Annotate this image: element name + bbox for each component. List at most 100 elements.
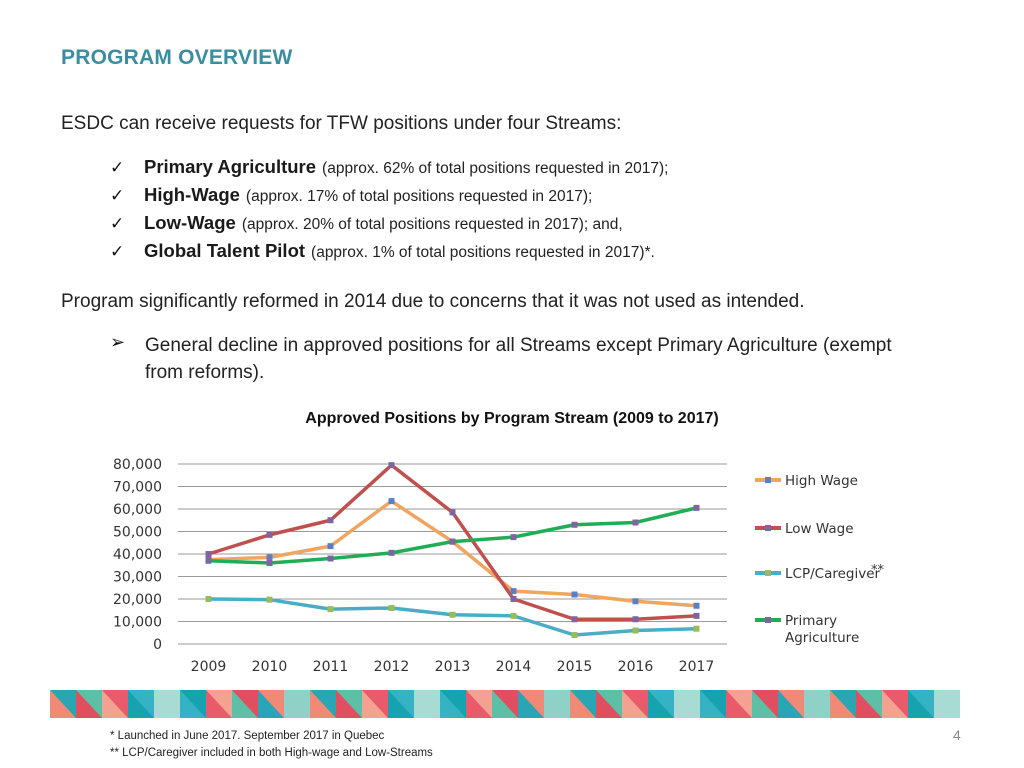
checkmark-icon: ✓ bbox=[110, 186, 125, 205]
stream-checklist: ✓ Primary Agriculture (approx. 62% of to… bbox=[110, 156, 668, 268]
checkmark-icon: ✓ bbox=[110, 158, 125, 177]
checklist-item: ✓ Global Talent Pilot (approx. 1% of tot… bbox=[110, 240, 668, 268]
banner-triangle bbox=[726, 690, 752, 718]
data-point bbox=[388, 549, 395, 556]
banner-triangle bbox=[154, 690, 180, 718]
banner-triangle bbox=[414, 690, 440, 718]
legend-marker bbox=[765, 570, 771, 576]
legend-marker bbox=[765, 525, 771, 531]
arrow-bullet-icon: ➢ bbox=[110, 332, 126, 352]
stream-name: High-Wage bbox=[144, 184, 240, 205]
legend-marker bbox=[765, 617, 771, 623]
checklist-item: ✓ Primary Agriculture (approx. 62% of to… bbox=[110, 156, 668, 184]
stream-name: Low-Wage bbox=[144, 212, 236, 233]
legend-label: Primary bbox=[785, 613, 837, 629]
banner-triangle bbox=[596, 690, 622, 718]
data-point bbox=[266, 596, 273, 603]
banner-triangle bbox=[440, 690, 466, 718]
banner-triangle bbox=[362, 690, 388, 718]
slide-title: PROGRAM OVERVIEW bbox=[61, 46, 293, 69]
x-tick-label: 2014 bbox=[496, 659, 532, 675]
banner-triangle bbox=[76, 690, 102, 718]
banner-triangle bbox=[310, 690, 336, 718]
data-point bbox=[266, 554, 273, 561]
footnote-1: * Launched in June 2017. September 2017 … bbox=[110, 730, 385, 742]
data-point bbox=[571, 591, 578, 598]
stream-note: (approx. 62% of total positions requeste… bbox=[322, 160, 669, 177]
data-point bbox=[632, 519, 639, 526]
banner-triangle bbox=[232, 690, 258, 718]
data-point bbox=[388, 498, 395, 505]
legend-label: Low Wage bbox=[785, 521, 854, 537]
data-point bbox=[510, 534, 517, 541]
banner-triangle bbox=[934, 690, 960, 718]
data-point bbox=[693, 625, 700, 632]
data-point bbox=[632, 627, 639, 634]
data-point bbox=[510, 588, 517, 595]
banner-triangle bbox=[648, 690, 674, 718]
data-point bbox=[266, 531, 273, 538]
data-point bbox=[693, 504, 700, 511]
x-tick-label: 2015 bbox=[557, 659, 593, 675]
y-tick-label: 20,000 bbox=[113, 592, 162, 608]
stream-note: (approx. 20% of total positions requeste… bbox=[241, 216, 623, 233]
banner-triangle bbox=[830, 690, 856, 718]
legend-marker bbox=[765, 477, 771, 483]
data-point bbox=[388, 605, 395, 611]
data-point bbox=[571, 632, 578, 638]
x-tick-label: 2016 bbox=[618, 659, 654, 675]
banner-triangle bbox=[622, 690, 648, 718]
banner-triangle bbox=[258, 690, 284, 718]
stream-name: Global Talent Pilot bbox=[144, 240, 306, 261]
data-point bbox=[510, 612, 517, 619]
stream-note: (approx. 17% of total positions requeste… bbox=[245, 188, 593, 205]
banner-triangle bbox=[388, 690, 414, 718]
banner-triangle bbox=[102, 690, 128, 718]
data-point bbox=[327, 555, 334, 562]
line-chart: 0 10,000 20,000 30,000 40,000 50,000 60,000 70,… bbox=[113, 457, 885, 675]
y-tick-label: 50,000 bbox=[113, 525, 162, 541]
data-point bbox=[693, 612, 700, 619]
data-point bbox=[205, 557, 212, 564]
y-tick-label: 10,000 bbox=[113, 615, 162, 631]
data-point bbox=[693, 602, 700, 609]
banner-triangle bbox=[700, 690, 726, 718]
data-point bbox=[266, 560, 273, 566]
banner-triangle bbox=[778, 690, 804, 718]
checklist-item: ✓ High-Wage (approx. 17% of total positi… bbox=[110, 184, 668, 212]
y-tick-label: 60,000 bbox=[113, 502, 162, 518]
data-point bbox=[632, 616, 639, 623]
data-point bbox=[205, 551, 212, 557]
stream-note: (approx. 1% of total positions requested… bbox=[311, 244, 655, 261]
data-point bbox=[449, 611, 456, 618]
reform-paragraph: Program significantly reformed in 2014 d… bbox=[61, 291, 805, 312]
data-point bbox=[449, 509, 456, 516]
decorative-banner bbox=[50, 690, 960, 718]
y-tick-label: 80,000 bbox=[113, 457, 162, 473]
banner-triangle bbox=[804, 690, 830, 718]
data-point bbox=[632, 598, 639, 605]
x-tick-label: 2013 bbox=[435, 659, 471, 675]
legend-label: High Wage bbox=[785, 473, 858, 489]
banner-triangle bbox=[882, 690, 908, 718]
x-tick-label: 2012 bbox=[374, 659, 410, 675]
page-number: 4 bbox=[953, 727, 961, 743]
y-tick-label: 0 bbox=[153, 637, 162, 653]
banner-triangle bbox=[544, 690, 570, 718]
data-point bbox=[571, 521, 578, 528]
data-point bbox=[449, 538, 456, 545]
banner-triangle bbox=[908, 690, 934, 718]
checklist-item: ✓ Low-Wage (approx. 20% of total positio… bbox=[110, 212, 668, 240]
banner-triangle bbox=[492, 690, 518, 718]
data-point bbox=[571, 616, 578, 623]
data-point bbox=[327, 543, 334, 550]
banner-triangle bbox=[128, 690, 154, 718]
banner-triangle bbox=[674, 690, 700, 718]
data-point bbox=[205, 596, 212, 602]
banner-triangle bbox=[336, 690, 362, 718]
legend-label: Agriculture bbox=[785, 630, 859, 646]
stream-name: Primary Agriculture bbox=[144, 156, 317, 177]
data-point bbox=[510, 596, 517, 602]
banner-triangle bbox=[518, 690, 544, 718]
checkmark-icon: ✓ bbox=[110, 242, 125, 261]
